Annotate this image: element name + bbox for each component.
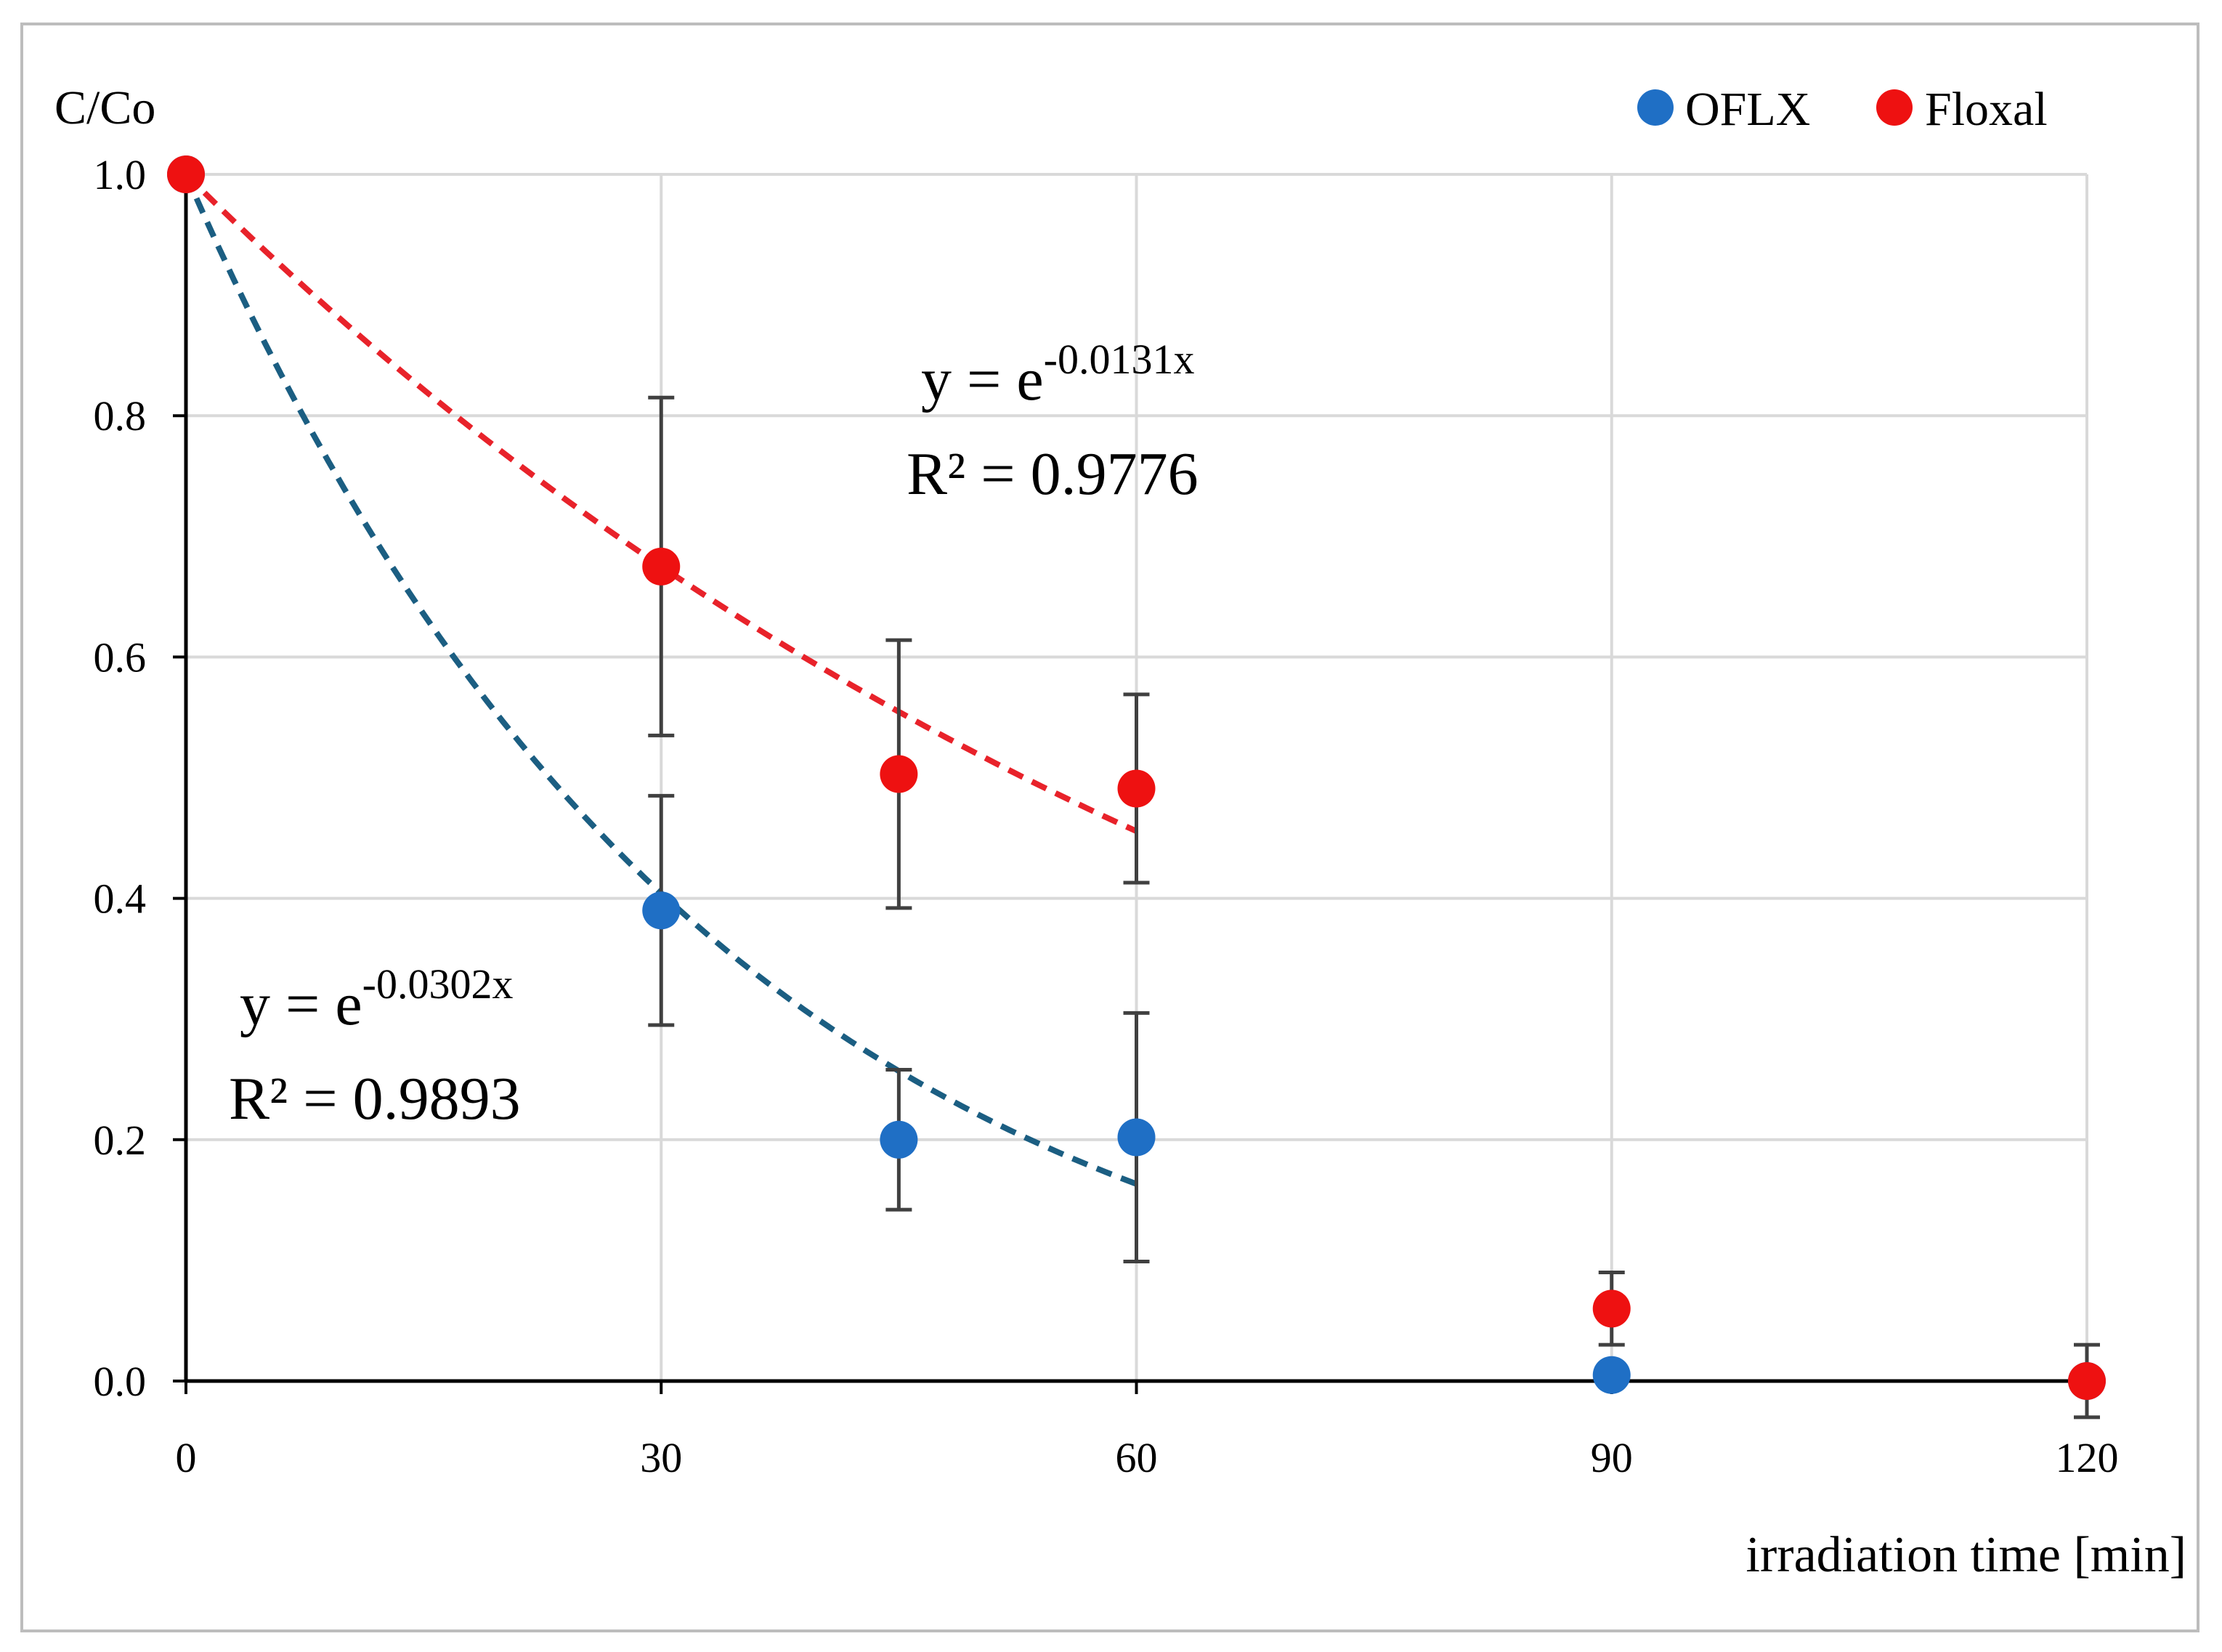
- data-point-oflx: [642, 891, 681, 930]
- equation-floxal: y = e-0.0131x R² = 0.9776: [907, 336, 1199, 508]
- x-tick-label: 60: [1116, 1434, 1158, 1481]
- equation-oflx-base: y = e: [240, 971, 362, 1038]
- data-point-floxal: [642, 547, 681, 586]
- x-tick-label: 30: [640, 1434, 682, 1481]
- equation-oflx-text: y = e-0.0302x: [240, 960, 513, 1038]
- equation-floxal-base: y = e: [921, 346, 1044, 413]
- r2-oflx: R² = 0.9893: [229, 1065, 521, 1133]
- r2-floxal: R² = 0.9776: [907, 440, 1199, 508]
- legend-marker-oflx: [1637, 89, 1674, 126]
- legend-marker-floxal: [1876, 89, 1913, 126]
- equation-floxal-exponent: -0.0131x: [1044, 336, 1195, 383]
- equation-floxal-text: y = e-0.0131x: [921, 336, 1194, 413]
- tick-labels: 0.0 0.2 0.4 0.6 0.8 1.0 0 30 60 90 120: [94, 151, 2119, 1481]
- data-point-oflx: [1117, 1118, 1156, 1157]
- data-point-floxal: [1592, 1289, 1631, 1328]
- y-tick-label: 1.0: [94, 151, 147, 198]
- data-point-oflx: [880, 1120, 918, 1159]
- y-tick-label: 0.6: [94, 633, 147, 681]
- gridlines: [186, 173, 2088, 1381]
- y-axis-label: C/Co: [54, 81, 155, 134]
- legend: OFLX Floxal: [1637, 83, 2048, 136]
- x-tick-label: 0: [176, 1434, 197, 1481]
- equation-oflx-exponent: -0.0302x: [362, 960, 514, 1008]
- equation-oflx: y = e-0.0302x R² = 0.9893: [229, 960, 521, 1133]
- y-tick-label: 0.2: [94, 1117, 147, 1164]
- data-point-floxal: [2068, 1362, 2106, 1400]
- y-tick-label: 0.4: [94, 875, 147, 923]
- data-point-floxal: [167, 155, 205, 193]
- x-tick-label: 120: [2056, 1434, 2119, 1481]
- data-points: [167, 155, 2106, 1400]
- x-tick-label: 90: [1591, 1434, 1633, 1481]
- y-tick-label: 0.0: [94, 1358, 147, 1405]
- data-point-floxal: [880, 755, 918, 793]
- y-tick-label: 0.8: [94, 392, 147, 440]
- data-point-oflx: [1592, 1356, 1631, 1394]
- legend-label-floxal: Floxal: [1925, 83, 2048, 136]
- legend-label-oflx: OFLX: [1685, 83, 1810, 136]
- x-axis-label: irradiation time [min]: [1746, 1527, 2186, 1583]
- chart-frame: [20, 23, 2199, 1632]
- data-point-floxal: [1117, 769, 1156, 808]
